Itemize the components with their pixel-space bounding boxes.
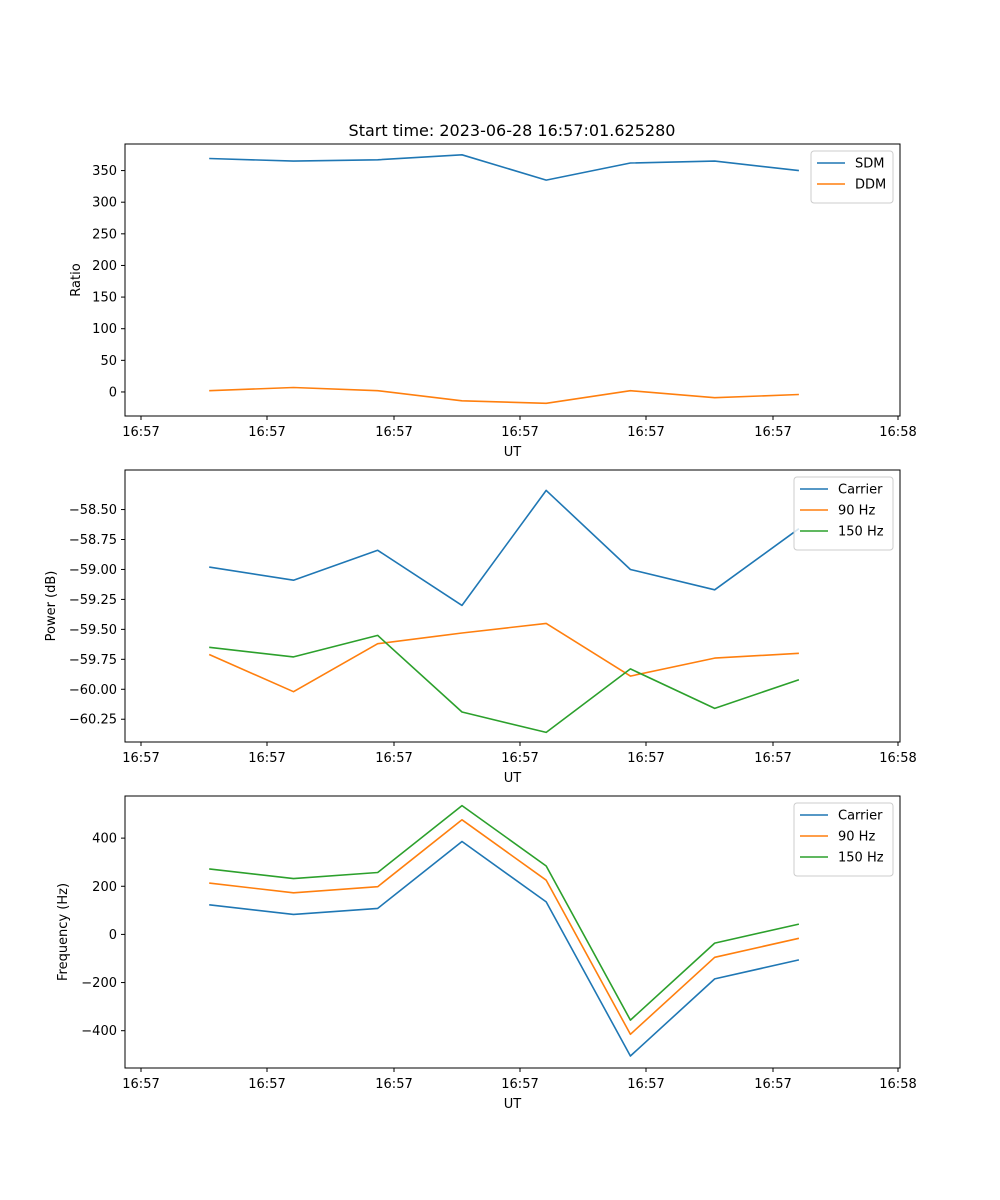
series-line-carrier	[209, 840, 800, 1057]
legend-label: Carrier	[838, 483, 883, 498]
y-tick-label: 150	[92, 291, 117, 306]
legend: Carrier 90 Hz 150 Hz	[793, 476, 894, 551]
series-line-90-hz	[208, 622, 799, 693]
x-tick-label: 16:57	[375, 1077, 412, 1092]
y-axis-label: Frequency (Hz)	[56, 883, 71, 981]
legend: SDM DDM	[810, 150, 894, 204]
y-axis-label: Power (dB)	[44, 571, 59, 642]
y-tick-label: −59.50	[69, 623, 117, 638]
x-tick-label: 16:57	[627, 1077, 664, 1092]
series-line-150-hz	[209, 804, 800, 1021]
axes-frame	[124, 795, 901, 1069]
y-tick-label: 300	[92, 196, 117, 211]
y-tick-label: −200	[81, 976, 117, 991]
x-tick-label: 16:57	[627, 751, 664, 766]
y-tick-label: −58.75	[69, 533, 117, 548]
x-tick-label: 16:57	[754, 1077, 791, 1092]
legend-label: 150 Hz	[838, 525, 884, 540]
legend-label: 90 Hz	[838, 830, 875, 845]
y-tick-label: −59.75	[69, 653, 117, 668]
x-axis-label: UT	[504, 1097, 522, 1112]
legend: Carrier 90 Hz 150 Hz	[793, 802, 894, 877]
legend-box	[810, 150, 894, 204]
y-tick-label: −59.25	[69, 593, 117, 608]
y-tick-label: −60.25	[69, 713, 117, 728]
y-tick-label: 200	[92, 259, 117, 274]
axes-frame	[124, 469, 901, 743]
x-tick-label: 16:57	[754, 751, 791, 766]
x-tick-label: 16:57	[501, 425, 538, 440]
series-line-90-hz	[209, 818, 800, 1036]
legend-label: 90 Hz	[838, 504, 875, 519]
legend-label: Carrier	[838, 809, 883, 824]
y-tick-label: −58.50	[69, 503, 117, 518]
x-tick-label: 16:57	[501, 1077, 538, 1092]
x-tick-label: 16:58	[879, 1077, 916, 1092]
x-axis-label: UT	[504, 771, 522, 786]
x-tick-label: 16:57	[375, 751, 412, 766]
x-tick-label: 16:57	[375, 425, 412, 440]
legend-label: SDM	[855, 157, 884, 172]
series-line-carrier	[209, 489, 800, 607]
legend-label: 150 Hz	[838, 851, 884, 866]
y-tick-label: 0	[109, 385, 117, 400]
ratio-panel: 16:57 16:57 16:57 16:57 16:57 16:57 16:58 UT 0 50…	[69, 143, 917, 460]
y-tick-label: −400	[81, 1024, 117, 1039]
x-tick-label: 16:57	[122, 1077, 159, 1092]
x-tick-label: 16:57	[248, 425, 285, 440]
y-axis-label: Ratio	[69, 263, 84, 296]
frequency-panel: 16:57 16:57 16:57 16:57 16:57 16:57 16:58 UT −40…	[56, 795, 917, 1112]
x-tick-label: 16:57	[122, 425, 159, 440]
power-panel: 16:57 16:57 16:57 16:57 16:57 16:57 16:58 UT −60…	[44, 469, 917, 786]
x-tick-label: 16:57	[248, 1077, 285, 1092]
x-axis-label: UT	[504, 445, 522, 460]
series-line-sdm	[209, 154, 799, 181]
x-tick-label: 16:57	[122, 751, 159, 766]
legend-label: DDM	[855, 178, 886, 193]
y-tick-label: 100	[92, 322, 117, 337]
y-tick-label: 200	[92, 880, 117, 895]
y-tick-label: 400	[92, 832, 117, 847]
x-tick-label: 16:57	[754, 425, 791, 440]
y-tick-label: −60.00	[69, 683, 117, 698]
y-tick-label: 0	[109, 928, 117, 943]
y-tick-label: 250	[92, 227, 117, 242]
x-tick-label: 16:57	[248, 751, 285, 766]
x-tick-label: 16:57	[627, 425, 664, 440]
x-tick-label: 16:58	[879, 751, 916, 766]
y-tick-label: 350	[92, 164, 117, 179]
series-line-ddm	[209, 386, 799, 405]
series-line-150-hz	[209, 634, 800, 734]
figure-title: Start time: 2023-06-28 16:57:01.625280	[349, 121, 676, 140]
x-tick-label: 16:57	[501, 751, 538, 766]
y-tick-label: 50	[100, 354, 117, 369]
axes-frame	[124, 143, 901, 417]
x-tick-label: 16:58	[879, 425, 916, 440]
y-tick-label: −59.00	[69, 563, 117, 578]
